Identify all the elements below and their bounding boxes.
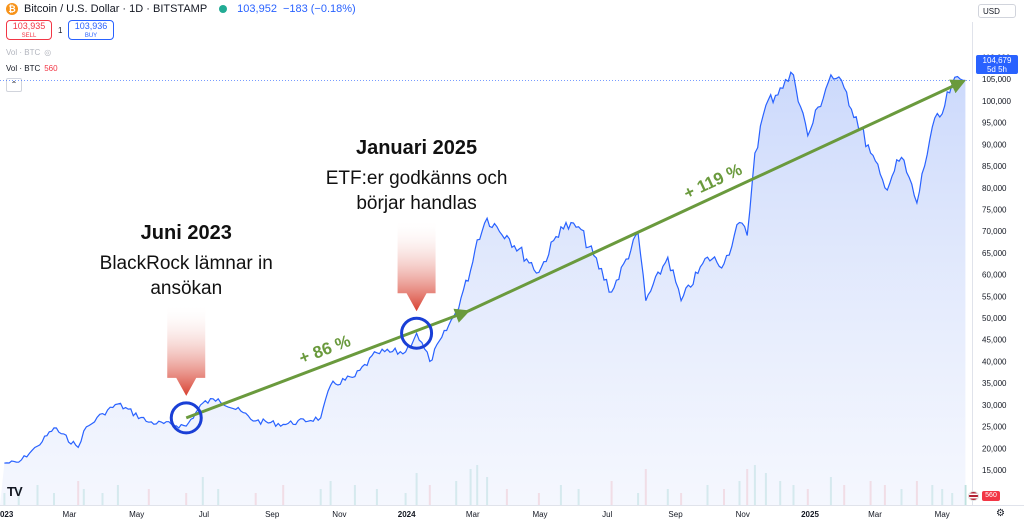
volume-value: 560 (44, 64, 58, 73)
last-price-tag: 104,679 5d 5h (976, 55, 1018, 74)
price-tick-label: 80,000 (982, 184, 1007, 193)
sell-button[interactable]: 103,935 SELL (6, 20, 52, 40)
price-tick-label: 105,000 (982, 75, 1011, 84)
sell-price: 103,935 (12, 21, 46, 31)
time-tick-label: Mar (868, 510, 882, 519)
gear-icon[interactable]: ⚙ (996, 508, 1005, 519)
trend-arrow-label: + 86 % (296, 331, 353, 368)
event-description-line: BlackRock lämnar in (100, 253, 273, 274)
event-title: Juni 2023 (141, 222, 232, 244)
price-tick-label: 95,000 (982, 119, 1007, 128)
event-description-line: ETF:er godkänns och (326, 168, 508, 189)
event-pointer (167, 303, 206, 396)
event-marker (169, 401, 203, 435)
us-flag-icon (968, 491, 979, 501)
price-line (4, 71, 966, 464)
tradingview-logo[interactable]: TV (7, 484, 23, 499)
price-area (0, 72, 966, 506)
time-tick-label: 2024 (398, 510, 416, 519)
time-tick-label: May (532, 510, 547, 519)
time-tick-label: Jul (602, 510, 612, 519)
currency-value: USD (983, 7, 1000, 16)
eye-off-icon[interactable]: ◎ (44, 48, 52, 57)
price-tick-label: 90,000 (982, 140, 1007, 149)
trend-arrow (466, 79, 966, 313)
trend-arrow (185, 308, 471, 420)
price-tag-value: 104,679 (982, 56, 1012, 65)
sell-label: SELL (21, 33, 37, 39)
event-title: Januari 2025 (356, 137, 477, 159)
chevron-up-icon: ⌃ (10, 80, 18, 89)
price-tag-countdown: 5d 5h (986, 65, 1008, 74)
time-tick-label: Nov (332, 510, 346, 519)
volume-indicator[interactable]: Vol · BTC 560 (6, 64, 58, 73)
price-change: −183 (−0.18%) (282, 3, 356, 15)
event-marker (400, 316, 434, 350)
time-tick-label: Sep (668, 510, 683, 519)
price-tick-label: 20,000 (982, 444, 1007, 453)
price-tick-label: 70,000 (982, 227, 1007, 236)
volume-tag: 560 (982, 491, 1000, 501)
buy-label: BUY (84, 33, 98, 39)
time-tick-label: May (129, 510, 144, 519)
price-tick-label: 15,000 (982, 466, 1007, 475)
bitcoin-icon: ₿ (6, 3, 18, 15)
price-tick-label: 60,000 (982, 271, 1007, 280)
hidden-volume-indicator[interactable]: Vol · BTC ◎ (6, 48, 51, 57)
volume-label: Vol · BTC (6, 64, 41, 73)
price-tick-label: 85,000 (982, 162, 1007, 171)
time-tick-label: Nov (736, 510, 750, 519)
price-tick-label: 55,000 (982, 292, 1007, 301)
time-tick-label: Mar (466, 510, 480, 519)
collapse-indicators-button[interactable]: ⌃ (6, 78, 22, 92)
buy-button[interactable]: 103,936 BUY (68, 20, 114, 40)
time-tick-label: May (935, 510, 950, 519)
event-description-line: börjar handlas (356, 193, 476, 214)
price-tick-label: 25,000 (982, 423, 1007, 432)
spread-value: 1 (58, 26, 63, 35)
last-price: 103,952 (237, 3, 277, 15)
symbol-title[interactable]: Bitcoin / U.S. Dollar · 1D · BITSTAMP (24, 3, 208, 15)
price-tick-label: 40,000 (982, 357, 1007, 366)
time-tick-label: 2025 (801, 510, 819, 519)
price-tick-label: 35,000 (982, 379, 1007, 388)
market-status-icon (219, 5, 228, 13)
price-tick-label: 45,000 (982, 336, 1007, 345)
time-axis[interactable]: 2023 Mar May Jul Sep Nov 2024 Mar May Jul Sep Nov 20… (0, 505, 1024, 520)
time-tick-label: Sep (265, 510, 280, 519)
event-description-line: ansökan (150, 278, 222, 299)
event-pointer (397, 219, 436, 312)
symbol-header[interactable]: ₿ Bitcoin / U.S. Dollar · 1D · BITSTAMP … (6, 3, 356, 15)
hidden-volume-label: Vol · BTC (6, 48, 41, 57)
price-tick-label: 100,000 (982, 97, 1011, 106)
time-tick-label: Jul (199, 510, 209, 519)
price-tick-label: 75,000 (982, 205, 1007, 214)
currency-select[interactable]: USD (978, 4, 1016, 18)
time-tick-label: Mar (63, 510, 77, 519)
price-axis[interactable]: 110,000105,000100,00095,00090,00085,0008… (972, 22, 1012, 505)
price-tick-label: 65,000 (982, 249, 1007, 258)
buy-price: 103,936 (74, 21, 108, 31)
price-tick-label: 50,000 (982, 314, 1007, 323)
time-tick-label: 2023 (0, 510, 14, 519)
price-tick-label: 30,000 (982, 401, 1007, 410)
